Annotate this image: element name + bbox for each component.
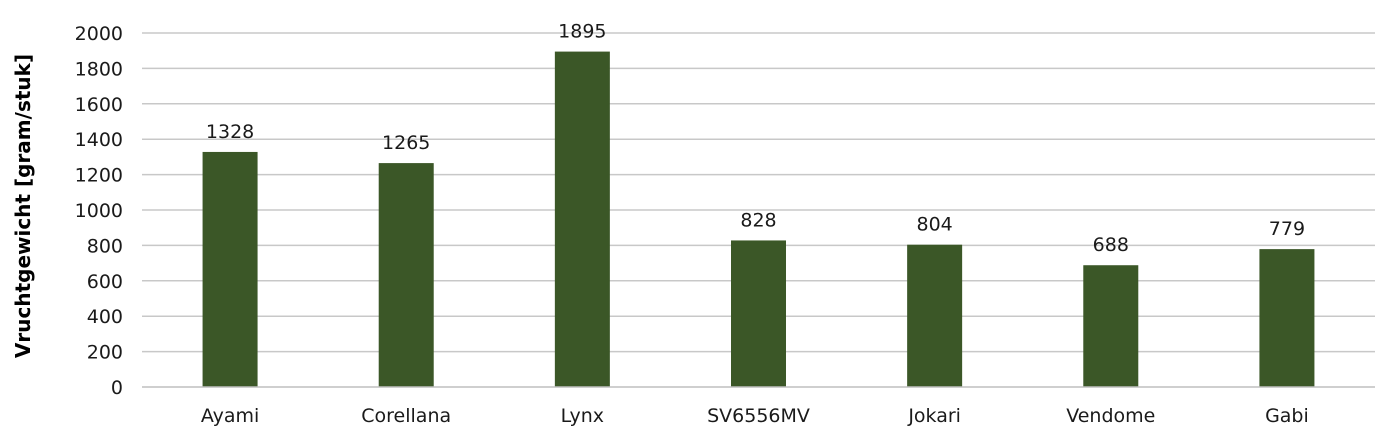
bar-vendome xyxy=(1083,265,1139,387)
data-label: 1265 xyxy=(382,132,430,154)
bar-sv6556mv xyxy=(731,240,786,387)
data-label: 779 xyxy=(1269,218,1305,240)
x-category-label: Gabi xyxy=(1265,405,1309,427)
y-tick-label: 400 xyxy=(87,306,123,328)
x-category-label: Ayami xyxy=(201,405,259,427)
data-label: 1895 xyxy=(558,21,606,43)
y-tick-label: 1400 xyxy=(75,129,123,151)
data-label: 828 xyxy=(740,209,776,231)
x-axis-categories: Ayami Corellana Lynx SV6556MV Jokari Vendome G… xyxy=(201,405,1309,427)
y-axis-ticks: 0 200 400 600 800 1000 1200 1400 1600 1800 2000 xyxy=(75,23,123,399)
data-labels: 1328 1265 1895 828 804 688 779 xyxy=(206,21,1305,257)
bar-gabi xyxy=(1259,249,1315,387)
bar-ayami xyxy=(202,151,258,387)
x-category-label: Lynx xyxy=(561,405,604,427)
y-tick-label: 200 xyxy=(87,342,123,364)
bars xyxy=(202,51,1315,388)
y-tick-label: 600 xyxy=(87,271,123,293)
x-category-label: Corellana xyxy=(361,405,451,427)
y-tick-label: 1800 xyxy=(75,58,123,80)
y-tick-label: 1600 xyxy=(75,94,123,116)
y-tick-label: 1000 xyxy=(75,200,123,222)
gridlines xyxy=(142,32,1375,353)
bar-corellana xyxy=(378,163,434,387)
y-axis-title: Vruchtgewicht [gram/stuk] xyxy=(11,54,35,358)
x-category-label: SV6556MV xyxy=(707,405,810,427)
y-tick-label: 0 xyxy=(111,377,123,399)
data-label: 804 xyxy=(917,214,953,236)
x-category-label: Jokari xyxy=(907,405,961,427)
y-tick-label: 800 xyxy=(87,235,123,257)
bar-jokari xyxy=(907,244,963,387)
bar-lynx xyxy=(554,51,610,388)
x-category-label: Vendome xyxy=(1066,405,1155,427)
y-tick-label: 1200 xyxy=(75,165,123,187)
y-tick-label: 2000 xyxy=(75,23,123,45)
data-label: 688 xyxy=(1093,234,1129,256)
data-label: 1328 xyxy=(206,121,254,143)
